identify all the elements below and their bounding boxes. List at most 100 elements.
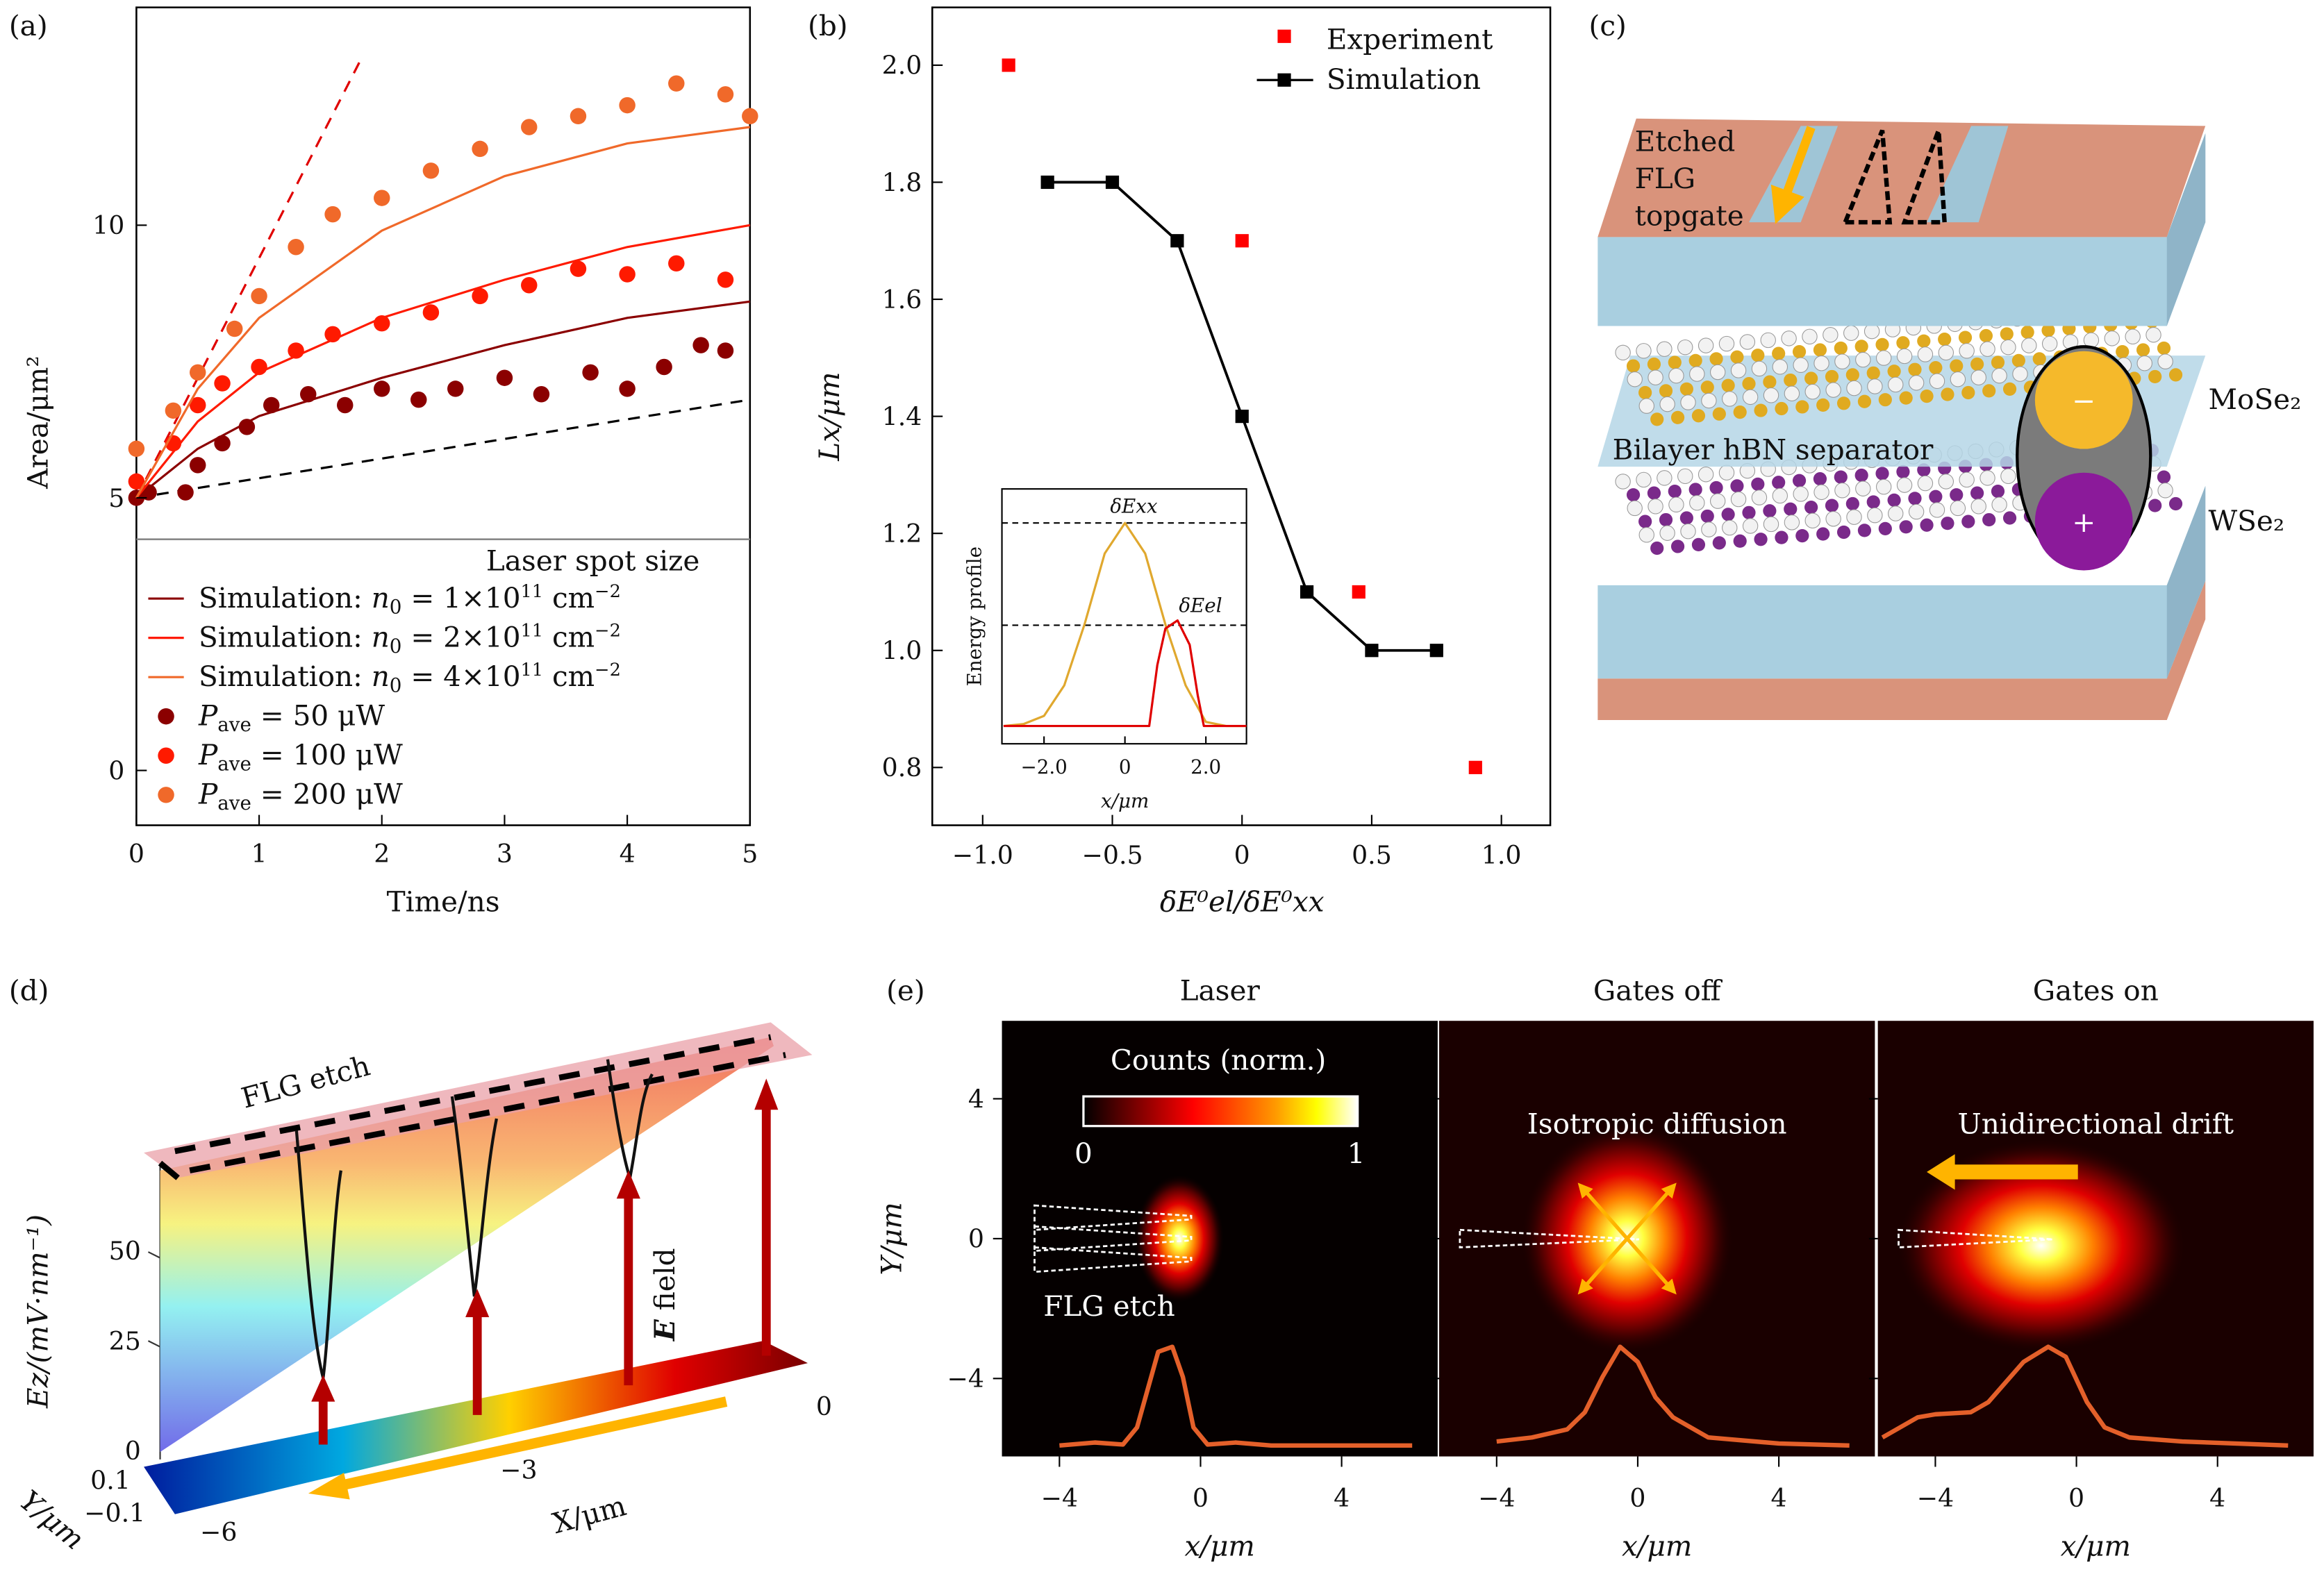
metal-atom [1772,346,1786,360]
diffusion-arrow [1577,1237,1629,1295]
chalcogen-atom [1701,521,1717,537]
chalcogen-atom [1896,477,1913,493]
metal-atom [1941,387,1954,401]
data-point [619,97,636,114]
chalcogen-atom [1638,398,1654,414]
chalcogen-atom [2000,339,2016,356]
metal-atom [1920,389,1934,403]
chalcogen-atom [1867,378,1883,394]
etch-mark [158,1160,180,1180]
data-point [128,440,145,458]
metal-atom [1961,385,1975,400]
chalcogen-atom [1867,507,1883,524]
chalcogen-atom [1742,518,1759,534]
chalcogen-atom [1864,323,1880,340]
z-tick-0: 0 [125,1436,141,1466]
top-hbn-side [2166,133,2206,326]
metal-atom [1917,334,1931,348]
data-point [238,419,256,435]
metal-atom [2002,511,2017,525]
metal-atom [1875,467,1889,480]
chalcogen-atom [1908,503,1925,520]
data-point [226,320,243,337]
inset-x-tick-label: 0 [1119,755,1131,778]
metal-atom [1709,480,1723,495]
wse2-label: WSe₂ [2208,504,2284,537]
chalcogen-atom [1804,512,1820,529]
metal-atom [1784,502,1798,516]
chalcogen-atom [1689,495,1705,511]
metal-atom [1691,409,1706,423]
inset-x-label: x/μm [1101,789,1149,812]
inset-x-tick-label: 2.0 [1190,755,1221,778]
chalcogen-atom [1813,484,1829,501]
data-point [692,337,709,353]
chalcogen-atom [2104,331,2120,346]
chalcogen-atom [1802,328,1818,345]
metal-atom [1733,405,1747,419]
emission-spot [1893,1136,2190,1355]
metal-atom [1887,365,1901,378]
metal-atom [1659,512,1673,527]
metal-atom [1670,410,1685,424]
data-point-simulation [1429,644,1443,658]
y-tick-label: 1.0 [882,636,922,666]
metal-atom [1825,369,1839,384]
chalcogen-atom [1855,480,1871,496]
panel-title: Gates on [2033,973,2159,1007]
chalcogen-atom [1991,367,2007,384]
metal-atom [2000,327,2014,341]
chalcogen-atom [1668,496,1684,512]
chalcogen-atom [1730,491,1747,508]
metal-atom [1700,381,1714,394]
metal-atom [1688,353,1702,367]
line-profile [1496,1344,1850,1448]
data-point [619,266,636,283]
x-axis-label-d: X/μm [549,1489,629,1540]
x-tick-label: 2 [374,839,390,869]
legend-marker [158,708,174,725]
gate-label-3: topgate [1635,199,1744,232]
arrow-head [465,1289,490,1317]
electron-icon [2034,351,2133,449]
metal-atom [1795,400,1809,414]
metal-atom [1896,336,1910,350]
metal-atom [1845,496,1859,511]
chalcogen-atom [1763,516,1779,533]
simulation-curve [135,224,751,499]
diffusion-arrow [1625,1237,1677,1295]
data-point [324,206,341,223]
metal-atom [1813,472,1827,486]
data-point [165,402,182,419]
hole-icon [2034,472,2133,571]
y-axis-label-b: Lx/μm [813,371,846,461]
y-axis-label-a: Area/μm² [21,356,54,489]
mose2-label: MoSe₂ [2208,383,2301,416]
legend-title: Laser spot size [486,544,700,578]
chalcogen-atom [1615,344,1631,361]
panel-a: (a) 0 1 2 3 4 5 5 10 0 Laser spot size Simulatio… [9,6,758,918]
metal-atom [1670,540,1685,553]
data-point [177,484,194,501]
metal-atom [1836,396,1851,410]
metal-atom [1982,384,1996,398]
y-tick-label: 1.4 [882,401,922,431]
chalcogen-atom [1627,500,1643,517]
x-tick-label: 4 [1334,1483,1350,1513]
data-point [582,364,599,381]
data-point [374,190,390,206]
chart-a-axes: 0 1 2 3 4 5 5 10 0 [92,210,758,869]
efield-arrows [311,1078,779,1445]
chalcogen-atom [1689,366,1705,382]
plot-frame-a [135,6,752,826]
metal-atom [1733,534,1747,548]
chalcogen-atom [1875,478,1892,495]
metal-atom [1857,524,1872,537]
data-point [300,386,317,403]
metal-atom [1668,484,1682,499]
data-point-simulation [1105,175,1120,190]
metal-atom [1878,393,1892,407]
etch-outline [1034,1204,1193,1231]
inset-frame [1001,488,1247,745]
metal-atom [1866,495,1880,509]
